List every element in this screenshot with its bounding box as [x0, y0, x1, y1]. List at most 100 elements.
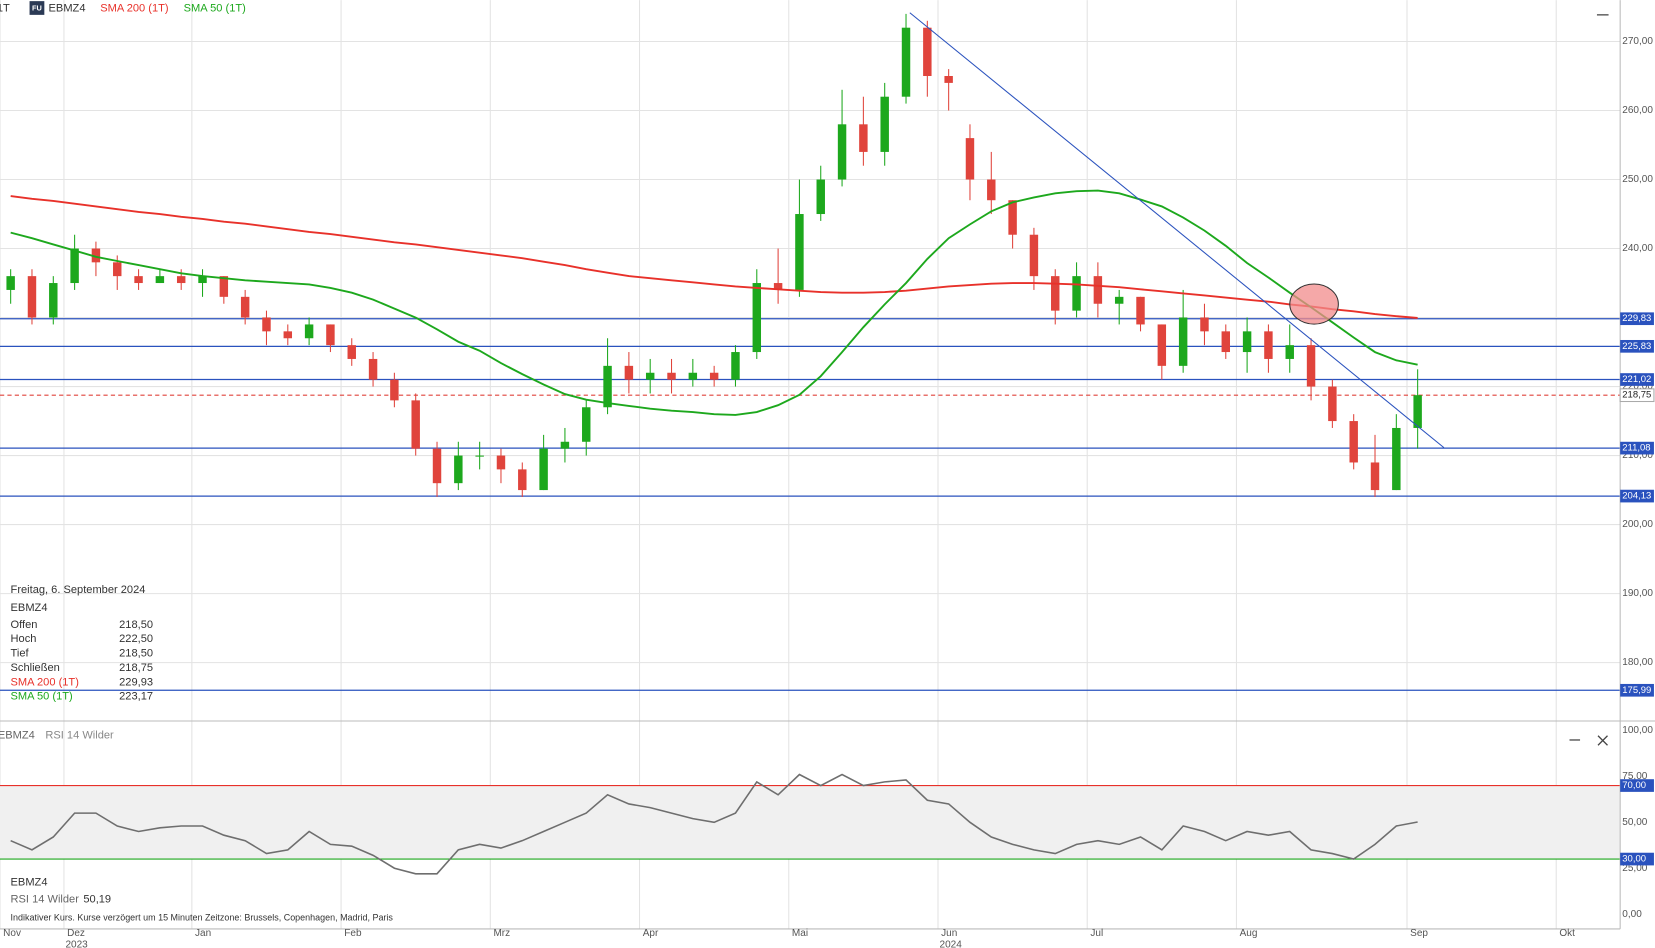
- info-value: 218,75: [119, 662, 153, 674]
- candle-body: [1264, 331, 1273, 359]
- y-tick-label: 220,00: [1622, 381, 1653, 392]
- candle-body: [816, 179, 825, 215]
- info-date: Freitag, 6. September 2024: [11, 584, 146, 596]
- x-tick-label: Jun: [941, 928, 957, 939]
- badge: FU: [32, 3, 42, 12]
- rsi-symbol: EBMZ4: [0, 730, 35, 742]
- level-label-box: [1620, 373, 1654, 386]
- legend-entry[interactable]: SMA 50 (1T): [184, 2, 246, 14]
- candle-body: [134, 276, 143, 284]
- x-year-label: 2024: [940, 939, 963, 948]
- candle-body: [27, 276, 37, 318]
- interval: 1T: [0, 2, 10, 14]
- info-label: Schließen: [11, 662, 60, 674]
- y-tick-label: 240,00: [1622, 243, 1653, 254]
- candle-body: [176, 276, 186, 284]
- y-tick-label: 270,00: [1622, 36, 1653, 47]
- candle-body: [923, 27, 932, 77]
- info-label: SMA 50 (1T): [11, 691, 73, 703]
- candle-body: [1157, 324, 1167, 366]
- last-price-label: 218,75: [1622, 390, 1651, 401]
- candle-body: [1285, 345, 1294, 359]
- footer-note: Indikativer Kurs. Kurse verzögert um 15 …: [11, 913, 394, 923]
- y-tick-label: 260,00: [1622, 105, 1653, 116]
- x-tick-label: Aug: [1240, 928, 1258, 939]
- candle-body: [70, 248, 79, 284]
- candle-body: [1370, 462, 1380, 491]
- candle-body: [262, 317, 271, 332]
- candle-body: [6, 276, 15, 290]
- candle-body: [1413, 395, 1422, 428]
- candle-body: [1072, 276, 1081, 311]
- candle-body: [965, 138, 975, 180]
- level-label-box: [1620, 683, 1654, 697]
- candle-body: [624, 365, 634, 380]
- candle-body: [1008, 200, 1017, 235]
- candle-body: [518, 469, 527, 491]
- candle-body: [113, 262, 122, 277]
- candle-body: [496, 455, 506, 470]
- candle-body: [667, 372, 676, 380]
- level-label-box: [1620, 489, 1654, 503]
- info-value: 218,50: [119, 619, 153, 631]
- sma-line: [10, 195, 1418, 319]
- candle-body: [837, 124, 847, 180]
- rsi-info-value: 50,19: [83, 893, 111, 905]
- info-symbol: EBMZ4: [11, 602, 48, 614]
- x-tick-label: Jan: [195, 928, 211, 939]
- level-label-box: [1620, 779, 1654, 792]
- level-label-box: [1620, 852, 1654, 866]
- x-tick-label: Nov: [3, 928, 21, 939]
- candle-body: [752, 283, 762, 353]
- candle-body: [326, 324, 335, 346]
- candle-body: [1136, 296, 1145, 325]
- rsi-line: [10, 773, 1418, 875]
- last-price-box: [1619, 388, 1655, 403]
- candle-body: [91, 248, 101, 263]
- info-label: Offen: [11, 619, 38, 631]
- candle-body: [795, 214, 804, 290]
- info-label: SMA 200 (1T): [11, 676, 79, 688]
- candle-body: [709, 372, 719, 380]
- candle-body: [1114, 296, 1124, 304]
- info-value: 222,50: [119, 633, 153, 645]
- y-tick-label: 250,00: [1622, 174, 1653, 185]
- x-tick-label: Apr: [643, 928, 659, 939]
- y-tick-label: 190,00: [1622, 588, 1653, 599]
- y-tick-label: 100,00: [1622, 725, 1653, 736]
- rsi-title: RSI 14 Wilder: [45, 730, 114, 742]
- x-tick-label: Mrz: [493, 928, 510, 939]
- candle-body: [944, 76, 953, 83]
- candle-body: [1029, 234, 1039, 277]
- close-icon[interactable]: [1597, 735, 1608, 746]
- level-label: 175,99: [1622, 685, 1651, 696]
- x-tick-label: Okt: [1559, 928, 1575, 939]
- highlight-circle: [1289, 283, 1339, 325]
- candle-body: [603, 365, 612, 408]
- level-label: 211,08: [1622, 443, 1650, 454]
- level-label: 221,02: [1622, 374, 1651, 385]
- x-year-label: 2023: [65, 939, 88, 948]
- candle-body: [645, 372, 655, 380]
- grid: [0, 0, 1621, 929]
- legend-entry[interactable]: SMA 200 (1T): [100, 2, 168, 14]
- candle-body: [347, 345, 356, 359]
- candle-body: [49, 283, 58, 318]
- candle-body: [1328, 386, 1337, 422]
- y-tick-label: 200,00: [1622, 519, 1653, 530]
- candle-body: [1178, 317, 1188, 366]
- rsi-info-name: RSI 14 Wilder: [11, 893, 80, 905]
- candle-body: [688, 372, 698, 380]
- candle-body: [1242, 331, 1252, 353]
- candle-body: [901, 27, 911, 97]
- candle-body: [1392, 427, 1401, 491]
- candle-body: [987, 179, 996, 201]
- candle-body: [1221, 331, 1231, 353]
- candle-body: [283, 331, 293, 339]
- candle-body: [731, 352, 740, 380]
- candle-body: [304, 324, 314, 339]
- candle-body: [454, 455, 463, 484]
- candle-body: [368, 358, 378, 380]
- y-tick-label: 0,00: [1622, 909, 1642, 920]
